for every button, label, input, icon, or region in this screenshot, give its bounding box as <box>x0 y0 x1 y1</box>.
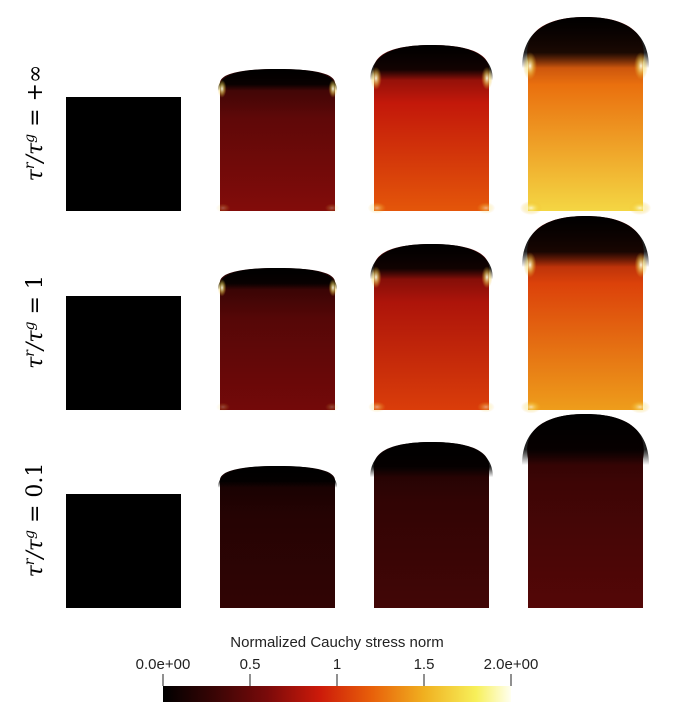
corner-glow <box>328 279 338 297</box>
corner-glow <box>328 79 338 98</box>
panel-r2-c1 <box>66 296 181 410</box>
cap-shade <box>370 442 493 478</box>
corner-glow <box>217 79 227 98</box>
colorbar-tick-label: 0.0e+00 <box>136 656 191 673</box>
panel-r2-c2 <box>216 268 339 412</box>
body-block <box>66 296 181 410</box>
corner-glow <box>523 252 537 278</box>
colorbar-tick-label: 0.5 <box>240 656 261 673</box>
corner-glow <box>523 52 537 80</box>
base-glow <box>520 400 542 414</box>
panel-r1-c4 <box>519 17 652 215</box>
body-block <box>66 494 181 608</box>
cap-shade <box>522 17 649 68</box>
cap-shade <box>217 69 338 91</box>
colorbar: Normalized Cauchy stress norm 0.0e+00 0.5… <box>136 634 539 702</box>
panel-r3-c1 <box>66 494 181 608</box>
body-shape <box>373 442 490 608</box>
panel-r3-c2 <box>217 466 338 608</box>
panel-r2-c4 <box>520 216 651 414</box>
row-label-3: τr/τg = 0.1 <box>22 463 48 578</box>
row-label-2: τr/τg = 1 <box>22 275 48 369</box>
panel-r3-c4 <box>522 414 649 608</box>
colorbar-tick-label: 1 <box>333 656 341 673</box>
cap-shade <box>522 414 649 465</box>
cap-shade <box>217 268 338 290</box>
base-glow <box>629 400 651 414</box>
panel-r1-c1 <box>66 97 181 211</box>
cap-shade <box>370 45 493 81</box>
body-block <box>66 97 181 211</box>
row-labels: τr/τg = +∞ τr/τg = 1 τr/τg = 0.1 <box>22 65 48 578</box>
cap-shade <box>370 244 493 280</box>
colorbar-title: Normalized Cauchy stress norm <box>230 634 443 651</box>
panel-r2-c3 <box>368 244 495 413</box>
base-glow <box>324 203 340 213</box>
panel-r1-c2 <box>215 69 340 213</box>
corner-glow <box>481 66 493 90</box>
base-glow <box>367 202 387 214</box>
corner-glow <box>370 266 382 289</box>
base-glow <box>215 203 231 213</box>
base-glow <box>476 202 496 214</box>
body-shape <box>373 244 490 410</box>
cap-shade <box>522 216 649 267</box>
body-shape <box>373 45 490 211</box>
corner-glow <box>481 266 493 289</box>
base-glow <box>216 402 230 412</box>
base-glow <box>628 201 652 215</box>
panel-r1-c3 <box>367 45 496 214</box>
corner-glow <box>370 66 382 90</box>
colorbar-ticks: 0.0e+00 0.5 1 1.5 2.0e+00 <box>136 656 539 686</box>
corner-glow <box>217 279 227 297</box>
corner-glow <box>634 52 648 80</box>
colorbar-tick-label: 1.5 <box>414 656 435 673</box>
colorbar-tick-label: 2.0e+00 <box>484 656 539 673</box>
body-shape <box>219 69 336 211</box>
body-shape <box>219 466 336 608</box>
body-shape <box>219 268 336 410</box>
colorbar-bar <box>163 686 511 702</box>
corner-glow <box>634 252 648 278</box>
base-glow <box>325 402 339 412</box>
panel-r3-c3 <box>370 442 493 608</box>
base-glow <box>368 401 386 413</box>
cap-shade <box>217 466 338 488</box>
base-glow <box>477 401 495 413</box>
row-label-1: τr/τg = +∞ <box>22 65 48 182</box>
base-glow <box>519 201 543 215</box>
panel-grid <box>66 17 652 608</box>
